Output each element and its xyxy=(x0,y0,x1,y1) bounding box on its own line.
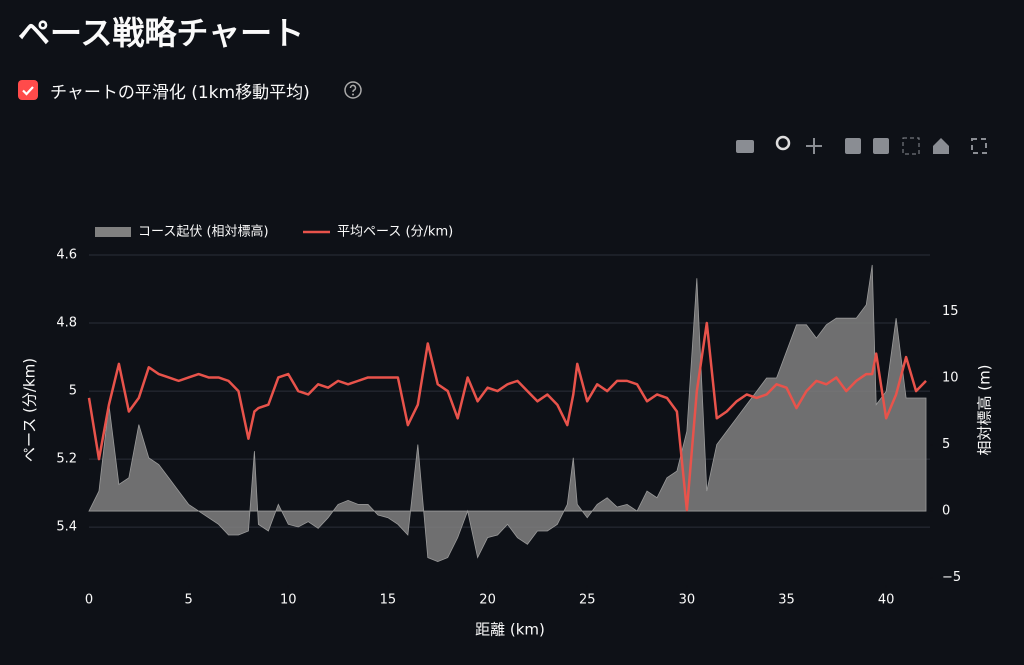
checkbox-label[interactable]: チャートの平滑化 (1km移動平均) xyxy=(50,83,310,103)
y2-tick-label: 10 xyxy=(942,371,959,386)
x-tick-label: 20 xyxy=(479,593,496,608)
zoom-icon[interactable] xyxy=(775,135,791,151)
zoom-out-icon[interactable] xyxy=(873,138,889,154)
legend-swatch xyxy=(95,227,131,237)
pace-line xyxy=(87,321,927,512)
x-tick-label: 10 xyxy=(280,593,297,608)
page-title: ペース戦略チャート xyxy=(18,14,305,52)
camera-icon[interactable] xyxy=(736,140,754,153)
x-tick-label: 0 xyxy=(85,593,93,608)
y2-axis-title: 相対標高 (m) xyxy=(976,364,994,455)
pan-icon[interactable] xyxy=(806,138,822,154)
check xyxy=(22,86,34,96)
autoscale-icon[interactable] xyxy=(902,137,920,155)
x-tick-label: 15 xyxy=(380,593,397,608)
x-tick-label: 40 xyxy=(878,593,895,608)
y-tick-label: 5.2 xyxy=(56,452,77,467)
x-tick-label: 5 xyxy=(185,593,193,608)
checkbox[interactable] xyxy=(18,80,38,100)
y-tick-label: 4.6 xyxy=(56,248,77,263)
x-axis-title: 距離 (km) xyxy=(475,621,545,639)
y-tick-label: 5 xyxy=(69,384,77,399)
check-mark xyxy=(22,86,34,96)
toolbar xyxy=(736,135,987,155)
legend-label[interactable]: 平均ペース (分/km) xyxy=(337,225,453,240)
y-tick-label: 5.4 xyxy=(56,520,77,535)
zoom-in-icon[interactable] xyxy=(845,138,861,154)
legend-label[interactable]: コース起伏 (相対標高) xyxy=(138,224,269,240)
x-tick-label: 25 xyxy=(579,593,596,608)
fullscreen-icon[interactable] xyxy=(971,138,987,154)
y2-tick-label: 5 xyxy=(942,437,950,452)
y2-tick-label: 15 xyxy=(942,304,959,319)
x-tick-label: 35 xyxy=(778,593,795,608)
y2-tick-label: 0 xyxy=(942,504,950,519)
y-axis-title: ペース (分/km) xyxy=(21,358,39,462)
elevation-area xyxy=(88,264,927,563)
home-icon[interactable] xyxy=(933,138,949,154)
y2-tick-label: −5 xyxy=(942,570,961,585)
help-icon[interactable] xyxy=(343,80,363,100)
x-tick-label: 30 xyxy=(679,593,696,608)
y-tick-label: 4.8 xyxy=(56,316,77,331)
